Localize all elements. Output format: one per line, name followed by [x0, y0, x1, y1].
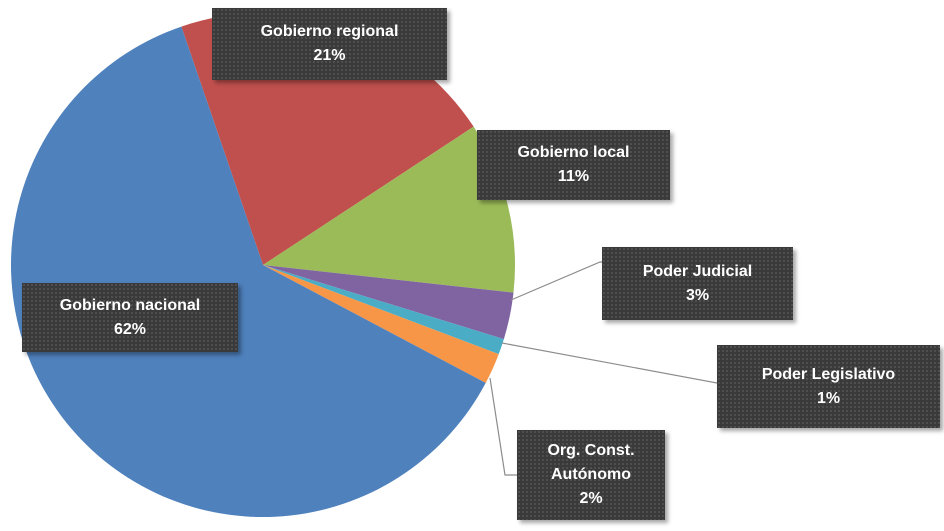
pie-slice [263, 265, 504, 355]
label-category: Gobierno regional [260, 23, 399, 40]
label-value: 1% [816, 389, 841, 407]
label-category: Gobierno nacional [59, 296, 201, 314]
data-label: Poder Judicial 3% [602, 247, 793, 320]
pie-slice [263, 126, 515, 293]
data-label: Gobierno local 11% [477, 130, 670, 200]
label-value: 11% [557, 168, 590, 185]
label-category: Gobierno local [517, 144, 630, 161]
data-label: Gobierno regional 21% [212, 8, 447, 80]
data-label: Org. Const. Autónomo 2% [517, 430, 665, 520]
leader-line [501, 342, 718, 384]
label-value: 21% [313, 47, 346, 64]
label-value: 3% [685, 286, 710, 304]
leader-line [489, 377, 518, 476]
leader-line [510, 261, 603, 301]
pie-slice [263, 265, 514, 340]
label-value: 62% [113, 320, 147, 338]
label-category: Poder Legislativo [761, 365, 896, 383]
label-category: Org. Const. Autónomo [547, 442, 635, 483]
data-label: Gobierno nacional 62% [22, 283, 238, 352]
pie-slice [11, 26, 486, 518]
data-label: Poder Legislativo 1% [717, 345, 940, 428]
label-value: 2% [579, 490, 603, 507]
pie-slice [263, 265, 499, 383]
label-category: Poder Judicial [642, 262, 753, 280]
